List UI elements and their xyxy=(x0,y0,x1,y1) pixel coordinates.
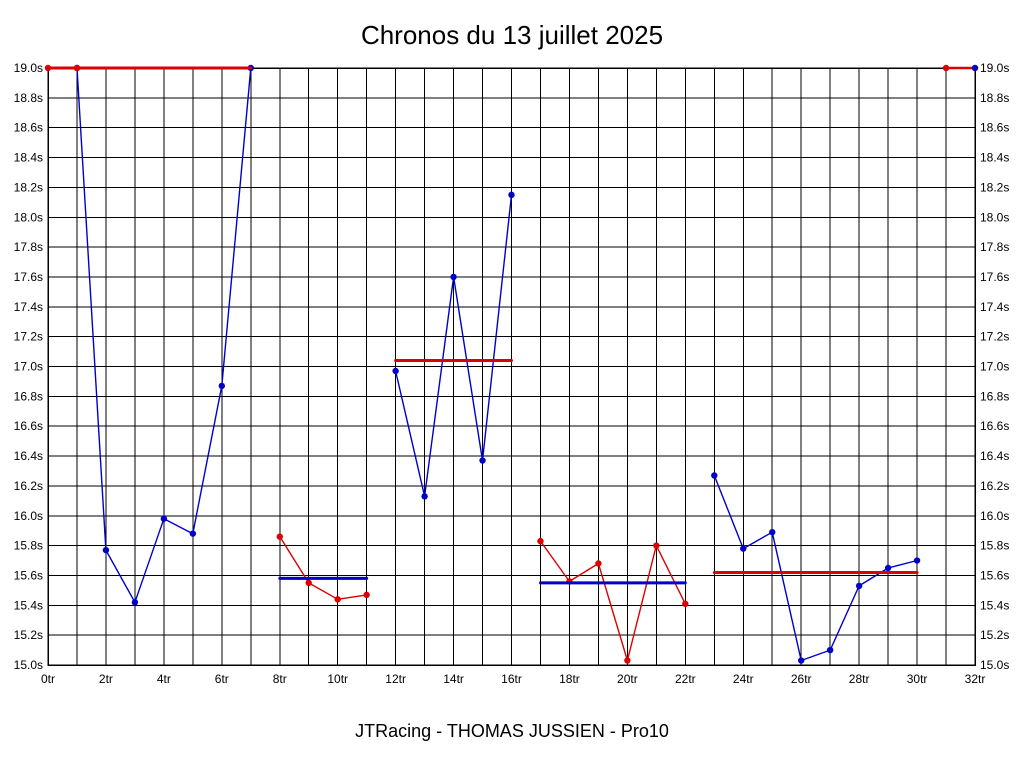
y-axis-label-left: 18.6s xyxy=(14,121,43,135)
y-axis-label-right: 15.8s xyxy=(980,539,1009,553)
y-axis-label-right: 15.2s xyxy=(980,628,1009,642)
x-axis-label: 30tr xyxy=(907,672,928,686)
stint-2-laps-line xyxy=(279,535,368,600)
stint-1-laps-marker xyxy=(131,599,139,606)
y-axis-label-right: 18.6s xyxy=(980,121,1009,135)
stint-2-laps-marker xyxy=(305,579,312,587)
x-axis-label: 10tr xyxy=(327,672,348,686)
x-axis-label: 12tr xyxy=(385,672,406,686)
y-axis-label-left: 17.2s xyxy=(14,330,43,344)
stint-3-laps-marker xyxy=(450,273,457,281)
stint-5-laps-marker xyxy=(826,646,834,654)
stint-3-laps-marker xyxy=(508,191,515,199)
y-axis-label-right: 15.0s xyxy=(980,658,1009,672)
stint-5-laps-marker xyxy=(711,472,718,479)
stint-3-laps-marker xyxy=(421,493,428,500)
stint-5-laps-marker xyxy=(740,545,747,552)
y-axis-label-right: 15.4s xyxy=(980,598,1009,612)
y-axis-label-right: 18.8s xyxy=(980,91,1009,105)
stint-1-laps-marker xyxy=(218,382,226,390)
x-axis-label: 6tr xyxy=(215,672,229,686)
y-axis-label-right: 17.6s xyxy=(980,270,1009,284)
y-axis-label-right: 17.2s xyxy=(980,330,1009,344)
y-axis-label-left: 17.6s xyxy=(14,270,43,284)
stint-5-laps-marker xyxy=(855,582,863,590)
stint-5-laps-marker xyxy=(884,564,892,572)
x-axis-label: 24tr xyxy=(733,672,754,686)
stint-2-laps-marker xyxy=(276,533,283,540)
y-axis-label-left: 16.6s xyxy=(14,419,43,433)
y-axis-label-left: 18.4s xyxy=(14,151,43,165)
stint-5-laps-marker xyxy=(913,557,921,564)
stint-4-laps-marker xyxy=(682,600,689,608)
y-axis-label-left: 17.0s xyxy=(14,360,43,374)
x-axis-label: 22tr xyxy=(675,672,696,686)
stint-1-laps-marker xyxy=(160,515,168,522)
stint-4-laps-marker xyxy=(624,657,631,664)
stint-1-average-marker xyxy=(73,64,81,72)
y-axis-label-right: 19.0s xyxy=(980,61,1009,75)
y-axis-label-left: 16.8s xyxy=(14,389,43,403)
y-axis-label-left: 15.2s xyxy=(14,628,43,642)
x-axis-label: 20tr xyxy=(617,672,638,686)
stint-6-end-point-marker xyxy=(971,64,979,72)
y-axis-label-left: 15.6s xyxy=(14,568,43,582)
y-axis-label-right: 15.6s xyxy=(980,568,1009,582)
stint-4-laps-marker xyxy=(537,537,544,545)
y-axis-label-left: 16.2s xyxy=(14,479,43,493)
y-axis-label-right: 16.0s xyxy=(980,509,1009,523)
x-axis-label: 28tr xyxy=(849,672,870,686)
x-axis-label: 2tr xyxy=(99,672,113,686)
stint-1-average-marker xyxy=(44,64,52,72)
y-axis-label-right: 16.6s xyxy=(980,419,1009,433)
x-axis-label: 18tr xyxy=(559,672,580,686)
x-axis-label: 8tr xyxy=(273,672,287,686)
y-axis-label-right: 16.8s xyxy=(980,389,1009,403)
x-axis-label: 4tr xyxy=(157,672,171,686)
x-axis-label: 32tr xyxy=(965,672,986,686)
stint-5-laps-line xyxy=(713,474,918,662)
chart-title: Chronos du 13 juillet 2025 xyxy=(360,20,664,50)
y-axis-label-left: 15.0s xyxy=(14,658,43,672)
plot-border xyxy=(47,67,976,666)
chart-footer: JTRacing - THOMAS JUSSIEN - Pro10 xyxy=(355,721,669,741)
y-axis-label-right: 18.2s xyxy=(980,180,1009,194)
y-axis-label-left: 18.8s xyxy=(14,91,43,105)
x-axis-label: 26tr xyxy=(791,672,812,686)
y-axis-label-right: 17.4s xyxy=(980,300,1009,314)
stint-4-laps-marker xyxy=(595,560,602,567)
stint-6-line-marker xyxy=(942,64,950,72)
stint-5-laps-marker xyxy=(769,528,776,536)
stint-5-laps-marker xyxy=(797,657,805,664)
y-axis-label-right: 17.0s xyxy=(980,360,1009,374)
stint-1-laps-marker xyxy=(102,546,110,554)
y-axis-label-left: 15.4s xyxy=(14,598,43,612)
stint-4-laps-line xyxy=(539,540,686,662)
stint-4-laps-marker xyxy=(653,542,660,549)
y-axis-label-left: 16.0s xyxy=(14,509,43,523)
y-axis-label-right: 18.0s xyxy=(980,210,1009,224)
stint-3-laps-marker xyxy=(392,367,399,375)
y-axis-label-right: 16.4s xyxy=(980,449,1009,463)
y-axis-label-right: 18.4s xyxy=(980,151,1009,165)
y-axis-label-left: 17.8s xyxy=(14,240,43,254)
y-axis-label-left: 15.8s xyxy=(14,539,43,553)
stint-1-laps-marker xyxy=(189,530,197,537)
x-axis-label: 16tr xyxy=(501,672,522,686)
x-axis-label: 14tr xyxy=(443,672,464,686)
y-axis-label-left: 18.0s xyxy=(14,210,43,224)
x-axis-label: 0tr xyxy=(41,672,55,686)
y-axis-label-left: 19.0s xyxy=(14,61,43,75)
stint-2-laps-marker xyxy=(363,591,370,599)
y-axis-label-right: 17.8s xyxy=(980,240,1009,254)
y-axis-label-left: 18.2s xyxy=(14,180,43,194)
stint-2-laps-marker xyxy=(334,596,341,603)
y-axis-label-left: 17.4s xyxy=(14,300,43,314)
y-axis-label-right: 16.2s xyxy=(980,479,1009,493)
stint-3-laps-marker xyxy=(479,457,486,464)
y-axis-label-left: 16.4s xyxy=(14,449,43,463)
